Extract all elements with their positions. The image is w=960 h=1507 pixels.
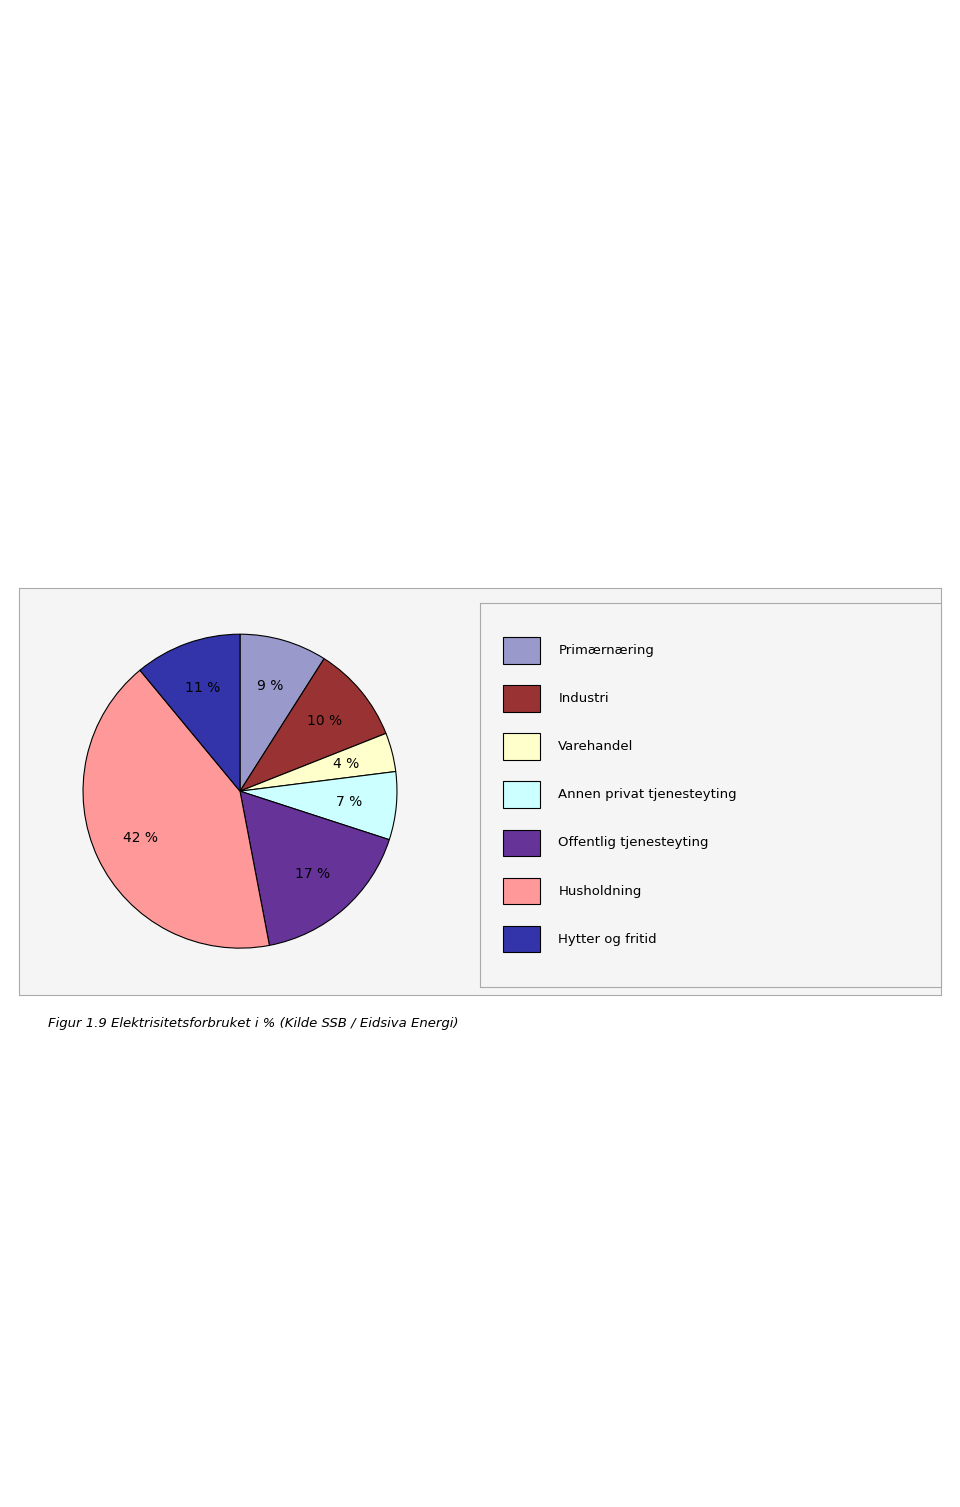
Text: Annen privat tjenesteyting: Annen privat tjenesteyting (559, 788, 737, 802)
Text: 9 %: 9 % (257, 678, 284, 693)
Text: Primærnæring: Primærnæring (559, 645, 654, 657)
Text: 11 %: 11 % (185, 681, 221, 695)
Text: Husholdning: Husholdning (559, 885, 641, 898)
Text: 7 %: 7 % (336, 794, 363, 809)
Text: Varehandel: Varehandel (559, 740, 634, 754)
FancyBboxPatch shape (503, 925, 540, 952)
FancyBboxPatch shape (503, 734, 540, 761)
Text: 10 %: 10 % (307, 714, 342, 728)
Wedge shape (140, 634, 240, 791)
FancyBboxPatch shape (503, 782, 540, 808)
Wedge shape (240, 772, 397, 839)
Text: 17 %: 17 % (295, 867, 330, 880)
FancyBboxPatch shape (503, 637, 540, 665)
Text: Hytter og fritid: Hytter og fritid (559, 933, 657, 945)
Text: 42 %: 42 % (123, 830, 158, 845)
Wedge shape (240, 634, 324, 791)
Text: Figur 1.9 Elektrisitetsforbruket i % (Kilde SSB / Eidsiva Energi): Figur 1.9 Elektrisitetsforbruket i % (Ki… (48, 1017, 459, 1031)
FancyBboxPatch shape (503, 877, 540, 904)
Wedge shape (240, 659, 386, 791)
Text: Offentlig tjenesteyting: Offentlig tjenesteyting (559, 836, 708, 850)
Wedge shape (83, 671, 270, 948)
FancyBboxPatch shape (503, 829, 540, 856)
Wedge shape (240, 791, 390, 945)
FancyBboxPatch shape (503, 686, 540, 713)
Text: 4 %: 4 % (333, 757, 360, 772)
Text: Industri: Industri (559, 692, 609, 705)
Wedge shape (240, 734, 396, 791)
